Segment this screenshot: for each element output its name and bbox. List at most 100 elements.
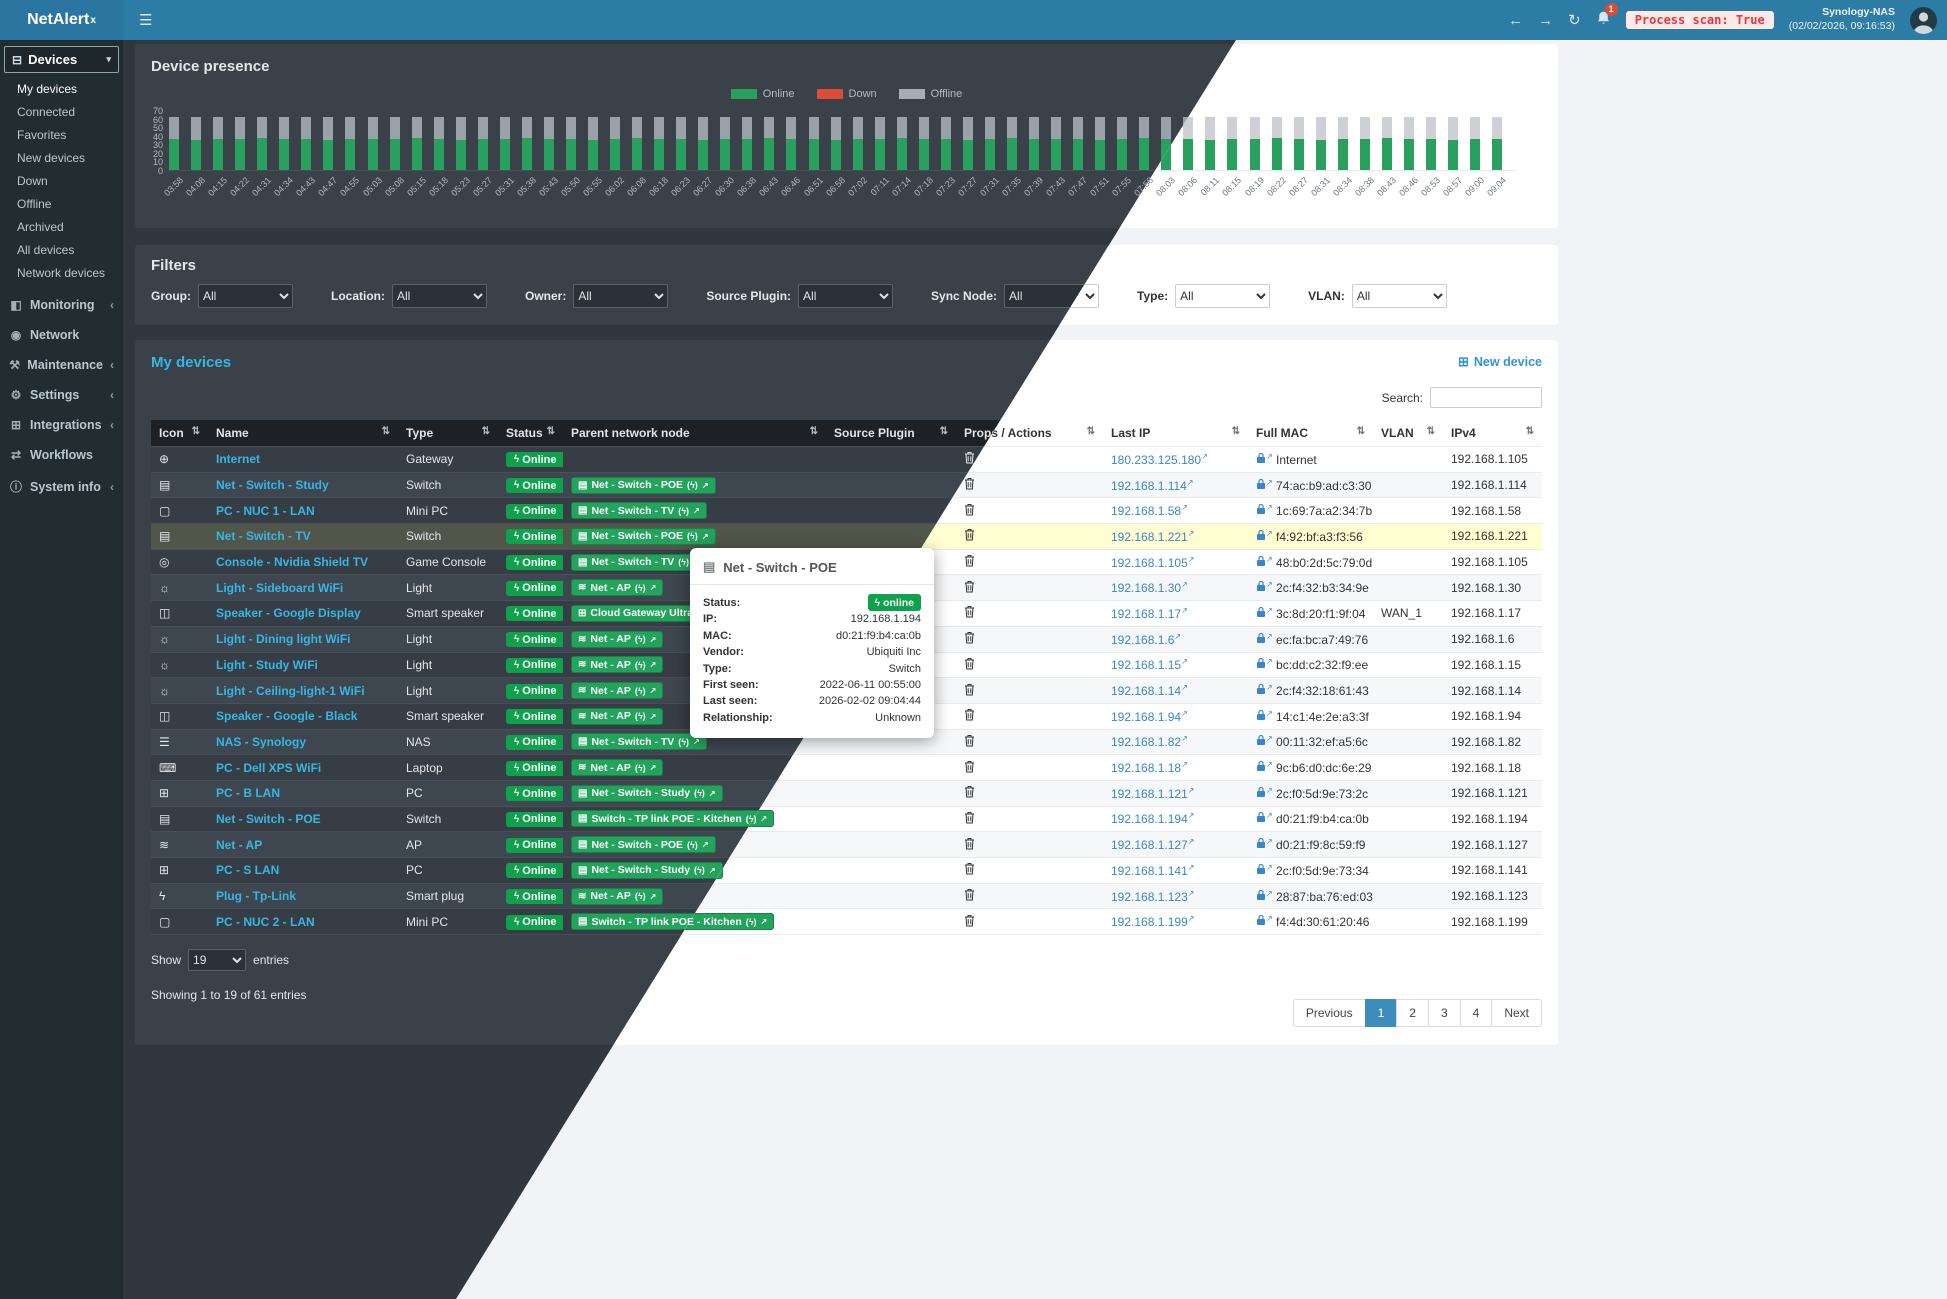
parent-node-pill[interactable]: ▤Net - Switch - POE (ϟ) ↗ xyxy=(571,836,716,854)
pagination-3[interactable]: 3 xyxy=(1427,999,1461,1027)
last-ip-link[interactable]: 192.168.1.30↗ xyxy=(1111,580,1188,596)
delete-device-button[interactable] xyxy=(964,785,975,801)
lock-icon[interactable] xyxy=(1256,812,1266,826)
device-name-link[interactable]: Internet xyxy=(216,452,261,467)
lock-icon[interactable] xyxy=(1256,786,1266,801)
parent-node-pill[interactable]: ▤Net - Switch - POE (ϟ) ↗ xyxy=(571,527,716,545)
column-header-name[interactable]: Name⇅ xyxy=(208,420,398,447)
filter-select-group[interactable]: All xyxy=(198,284,293,308)
device-name-link[interactable]: Net - Switch - TV xyxy=(216,529,311,544)
device-name-link[interactable]: Net - Switch - POE xyxy=(216,811,321,826)
device-name-link[interactable]: Console - Nvidia Shield TV xyxy=(216,555,369,570)
filter-select-source-plugin[interactable]: All xyxy=(798,284,894,308)
lock-icon[interactable] xyxy=(1256,632,1266,647)
column-header-ipv4[interactable]: IPv4⇅ xyxy=(1443,420,1542,447)
sidebar-item-down[interactable]: Down xyxy=(17,173,48,188)
sort-icon[interactable]: ⇅ xyxy=(939,426,948,437)
sidebar-item-network[interactable]: ◉ Network xyxy=(10,328,80,342)
last-ip-link[interactable]: 192.168.1.114↗ xyxy=(1111,477,1194,493)
column-header-parent-network-node[interactable]: Parent network node⇅ xyxy=(563,420,826,447)
device-name-link[interactable]: Light - Study WiFi xyxy=(216,657,318,672)
parent-node-pill[interactable]: ▤Net - Switch - Study (ϟ) ↗ xyxy=(571,784,723,802)
device-name-link[interactable]: Plug - Tp-Link xyxy=(216,889,296,904)
device-name-link[interactable]: PC - S LAN xyxy=(216,863,280,878)
pagination-next[interactable]: Next xyxy=(1491,999,1542,1027)
last-ip-link[interactable]: 192.168.1.123↗ xyxy=(1111,888,1195,904)
delete-device-button[interactable] xyxy=(964,631,975,647)
column-header-status[interactable]: Status⇅ xyxy=(498,420,563,447)
last-ip-link[interactable]: 192.168.1.199↗ xyxy=(1111,914,1195,930)
device-name-link[interactable]: PC - Dell XPS WiFi xyxy=(216,760,322,775)
sort-icon[interactable]: ⇅ xyxy=(381,426,390,437)
parent-node-pill[interactable]: ≋Net - AP (ϟ) ↗ xyxy=(571,579,664,597)
sidebar-item-favorites[interactable]: Favorites xyxy=(17,127,67,142)
delete-device-button[interactable] xyxy=(964,734,975,750)
column-header-last-ip[interactable]: Last IP⇅ xyxy=(1103,420,1248,447)
device-name-link[interactable]: NAS - Synology xyxy=(216,734,307,749)
delete-device-button[interactable] xyxy=(964,708,975,724)
device-name-link[interactable]: Light - Sideboard WiFi xyxy=(216,580,344,595)
sort-icon[interactable]: ⇅ xyxy=(1426,426,1435,437)
column-header-type[interactable]: Type⇅ xyxy=(398,420,498,447)
parent-node-pill[interactable]: ▤Switch - TP link POE - Kitchen (ϟ) ↗ xyxy=(571,810,775,828)
parent-node-pill[interactable]: ≋Net - AP (ϟ) ↗ xyxy=(571,759,664,777)
delete-device-button[interactable] xyxy=(964,477,975,493)
lock-icon[interactable] xyxy=(1256,478,1266,493)
device-name-link[interactable]: Speaker - Google - Black xyxy=(216,709,358,724)
device-name-link[interactable]: PC - NUC 1 - LAN xyxy=(216,503,315,518)
device-name-link[interactable]: Net - AP xyxy=(216,837,263,852)
lock-icon[interactable] xyxy=(1256,452,1266,467)
last-ip-link[interactable]: 192.168.1.58↗ xyxy=(1111,503,1188,519)
device-name-link[interactable]: Light - Dining light WiFi xyxy=(216,632,351,647)
lock-icon[interactable] xyxy=(1256,863,1266,878)
lock-icon[interactable] xyxy=(1256,915,1266,929)
sidebar-item-network-devices[interactable]: Network devices xyxy=(17,265,106,280)
lock-icon[interactable] xyxy=(1256,761,1266,775)
device-name-link[interactable]: PC - B LAN xyxy=(216,786,280,801)
pagination-2[interactable]: 2 xyxy=(1396,999,1429,1027)
column-header-source-plugin[interactable]: Source Plugin⇅ xyxy=(826,420,956,447)
parent-node-pill[interactable]: ≋Net - AP (ϟ) ↗ xyxy=(571,707,664,725)
delete-device-button[interactable] xyxy=(964,811,975,827)
device-name-link[interactable]: Light - Ceiling-light-1 WiFi xyxy=(216,683,365,698)
lock-icon[interactable] xyxy=(1256,735,1266,749)
delete-device-button[interactable] xyxy=(964,580,975,596)
delete-device-button[interactable] xyxy=(964,503,975,519)
sort-icon[interactable]: ⇅ xyxy=(191,426,200,437)
delete-device-button[interactable] xyxy=(964,657,975,673)
lock-icon[interactable] xyxy=(1256,838,1266,852)
pagination-previous[interactable]: Previous xyxy=(1292,999,1366,1027)
last-ip-link[interactable]: 192.168.1.127↗ xyxy=(1111,837,1195,853)
sidebar-item-my-devices[interactable]: My devices xyxy=(17,81,78,96)
filter-select-location[interactable]: All xyxy=(392,284,487,308)
notifications-bell[interactable]: 1 xyxy=(1596,2,1618,31)
last-ip-link[interactable]: 192.168.1.94↗ xyxy=(1111,708,1188,724)
lock-icon[interactable] xyxy=(1256,581,1266,595)
sort-icon[interactable]: ⇅ xyxy=(1356,426,1365,437)
lock-icon[interactable] xyxy=(1256,555,1266,570)
parent-node-pill[interactable]: ≋Net - AP (ϟ) ↗ xyxy=(571,656,664,674)
last-ip-link[interactable]: 192.168.1.121↗ xyxy=(1111,785,1195,801)
new-device-button[interactable]: ⊞ New device xyxy=(1458,354,1542,369)
sidebar-item-archived[interactable]: Archived xyxy=(17,219,64,234)
device-name-link[interactable]: Speaker - Google Display xyxy=(216,606,361,621)
delete-device-button[interactable] xyxy=(964,760,975,776)
lock-icon[interactable] xyxy=(1256,504,1266,518)
filter-select-type[interactable]: All xyxy=(1175,284,1271,308)
delete-device-button[interactable] xyxy=(964,862,975,878)
last-ip-link[interactable]: 180.233.125.180↗ xyxy=(1111,451,1208,467)
parent-node-pill[interactable]: ▤Net - Switch - TV (ϟ) ↗ xyxy=(571,502,707,520)
parent-node-pill[interactable]: ≋Net - AP (ϟ) ↗ xyxy=(571,887,664,905)
sidebar-item-workflows[interactable]: ⇄ Workflows xyxy=(10,448,93,462)
sidebar-item-connected[interactable]: Connected xyxy=(17,104,76,119)
parent-node-pill[interactable]: ≋Net - AP (ϟ) ↗ xyxy=(571,630,664,648)
sort-icon[interactable]: ⇅ xyxy=(1525,426,1534,437)
app-logo[interactable]: NetAlert x xyxy=(0,0,123,40)
sidebar-item-offline[interactable]: Offline xyxy=(17,196,52,211)
last-ip-link[interactable]: 192.168.1.14↗ xyxy=(1111,683,1188,699)
last-ip-link[interactable]: 192.168.1.82↗ xyxy=(1111,734,1188,750)
lock-icon[interactable] xyxy=(1256,606,1266,621)
parent-node-pill[interactable]: ▤Net - Switch - POE (ϟ) ↗ xyxy=(571,476,716,494)
parent-node-pill[interactable]: ▤Net - Switch - Study (ϟ) ↗ xyxy=(571,861,723,879)
